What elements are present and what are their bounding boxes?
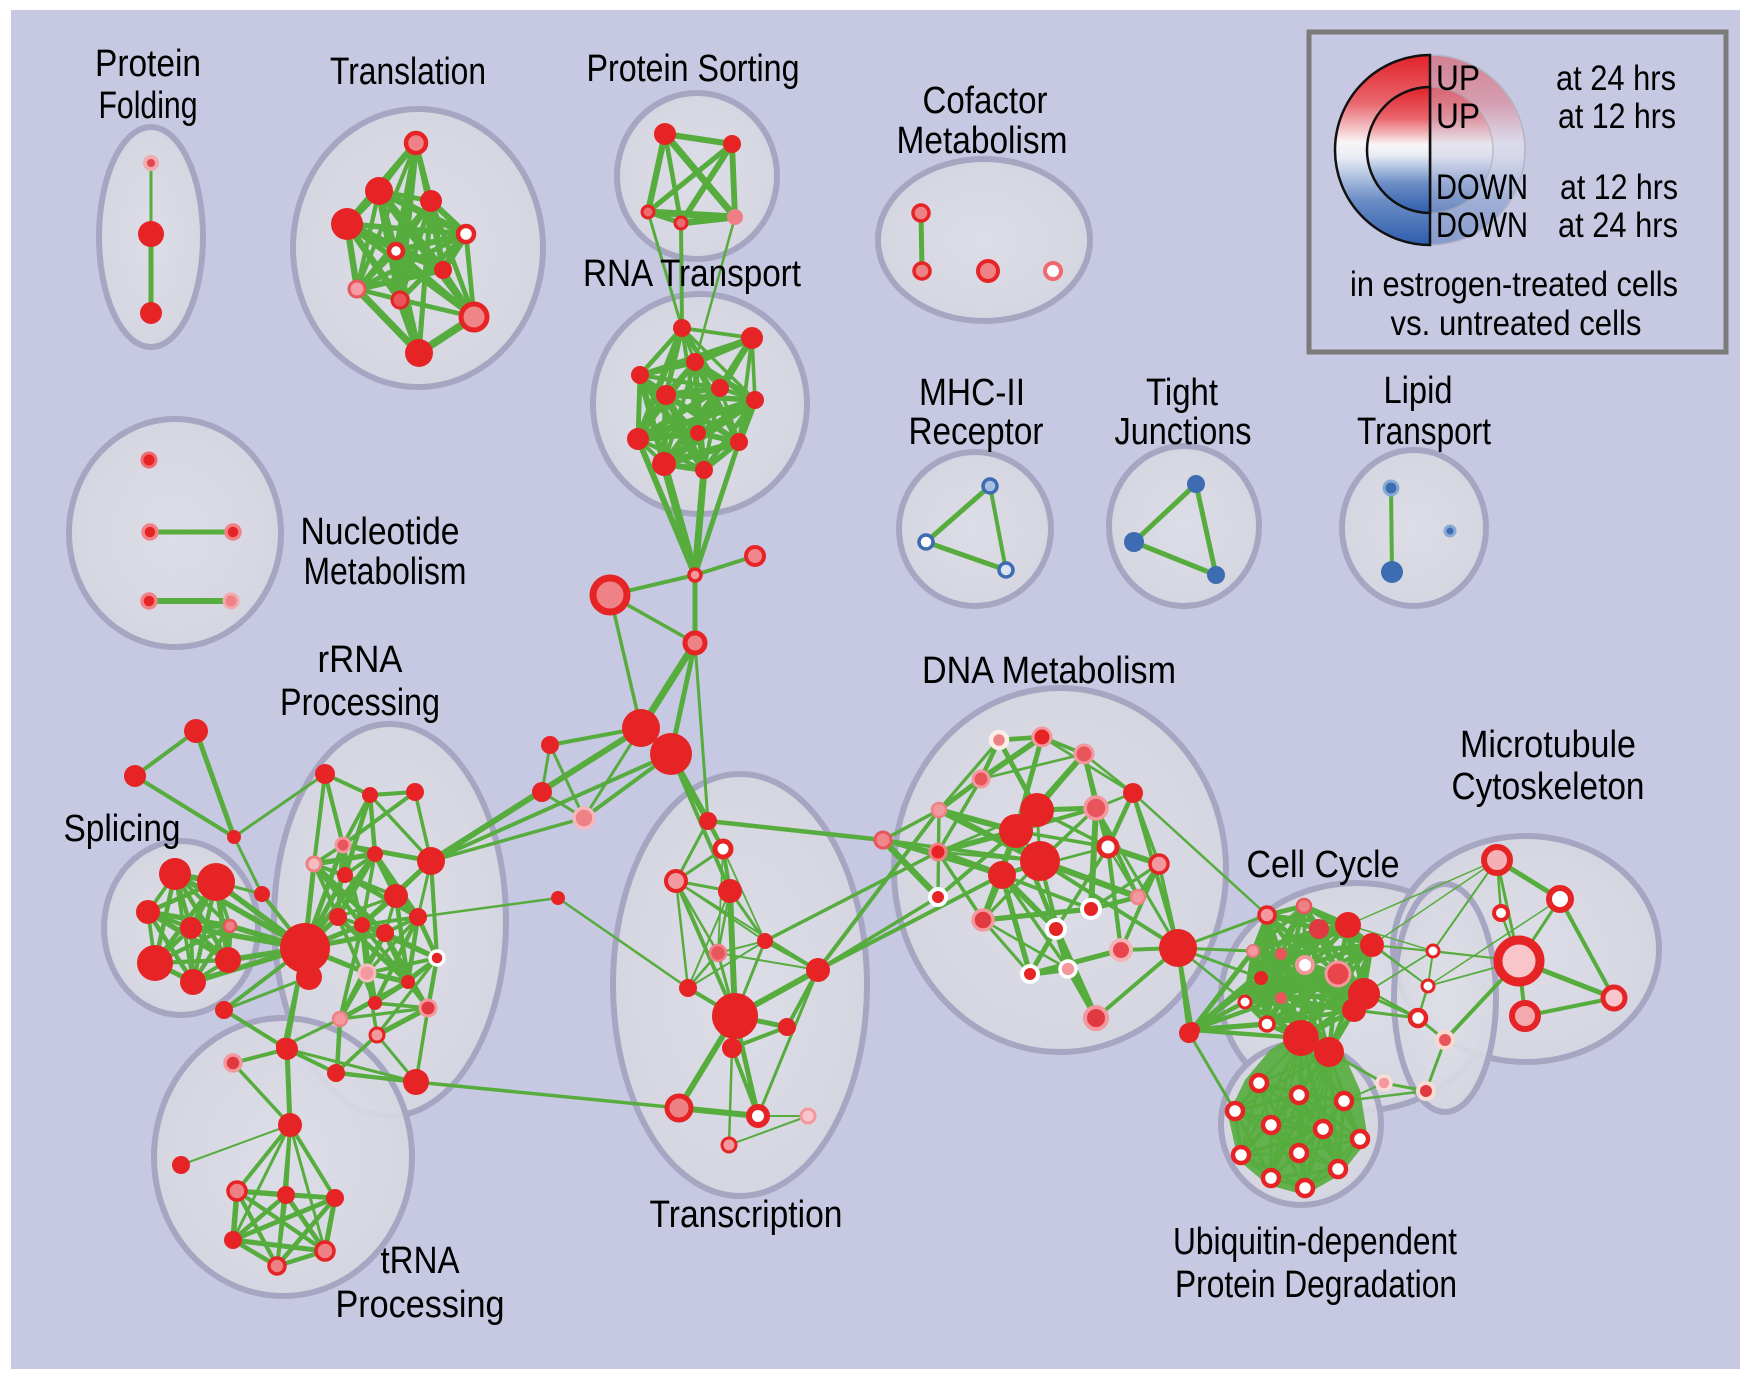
svg-text:Processing: Processing xyxy=(336,1284,505,1326)
svg-text:Splicing: Splicing xyxy=(64,808,181,850)
svg-text:rRNA: rRNA xyxy=(318,639,404,681)
svg-text:UP: UP xyxy=(1436,59,1480,98)
svg-text:Transport: Transport xyxy=(1357,411,1491,453)
svg-text:Cofactor: Cofactor xyxy=(923,80,1048,122)
svg-text:Protein Degradation: Protein Degradation xyxy=(1175,1264,1457,1306)
svg-text:at 24 hrs: at 24 hrs xyxy=(1556,59,1676,98)
svg-text:Metabolism: Metabolism xyxy=(304,551,467,593)
svg-text:DOWN: DOWN xyxy=(1436,206,1528,245)
svg-text:Protein Sorting: Protein Sorting xyxy=(587,48,800,90)
svg-text:DOWN: DOWN xyxy=(1436,168,1528,207)
svg-text:Receptor: Receptor xyxy=(909,411,1044,453)
svg-text:Cell Cycle: Cell Cycle xyxy=(1247,844,1400,886)
svg-text:vs. untreated cells: vs. untreated cells xyxy=(1391,304,1642,343)
svg-text:Protein: Protein xyxy=(95,43,201,85)
svg-text:tRNA: tRNA xyxy=(381,1240,461,1282)
svg-text:Metabolism: Metabolism xyxy=(897,120,1068,162)
svg-text:Junctions: Junctions xyxy=(1115,411,1252,453)
svg-text:UP: UP xyxy=(1436,97,1480,136)
svg-text:DNA Metabolism: DNA Metabolism xyxy=(922,650,1176,692)
svg-text:at 12 hrs: at 12 hrs xyxy=(1558,97,1676,136)
svg-text:in estrogen-treated cells: in estrogen-treated cells xyxy=(1350,265,1678,304)
svg-text:at 12 hrs: at 12 hrs xyxy=(1560,168,1678,207)
svg-text:Nucleotide: Nucleotide xyxy=(301,511,460,553)
svg-text:MHC-II: MHC-II xyxy=(919,372,1025,414)
svg-text:RNA Transport: RNA Transport xyxy=(583,253,801,295)
svg-text:Processing: Processing xyxy=(280,682,440,724)
svg-text:at 24 hrs: at 24 hrs xyxy=(1558,206,1678,245)
svg-text:Ubiquitin-dependent: Ubiquitin-dependent xyxy=(1173,1221,1457,1263)
svg-text:Microtubule: Microtubule xyxy=(1460,724,1636,766)
svg-text:Cytoskeleton: Cytoskeleton xyxy=(1452,766,1645,808)
svg-text:Folding: Folding xyxy=(99,85,198,127)
svg-text:Transcription: Transcription xyxy=(650,1194,843,1236)
svg-text:Tight: Tight xyxy=(1146,372,1218,414)
svg-text:Translation: Translation xyxy=(330,51,486,93)
svg-text:Lipid: Lipid xyxy=(1384,370,1453,412)
